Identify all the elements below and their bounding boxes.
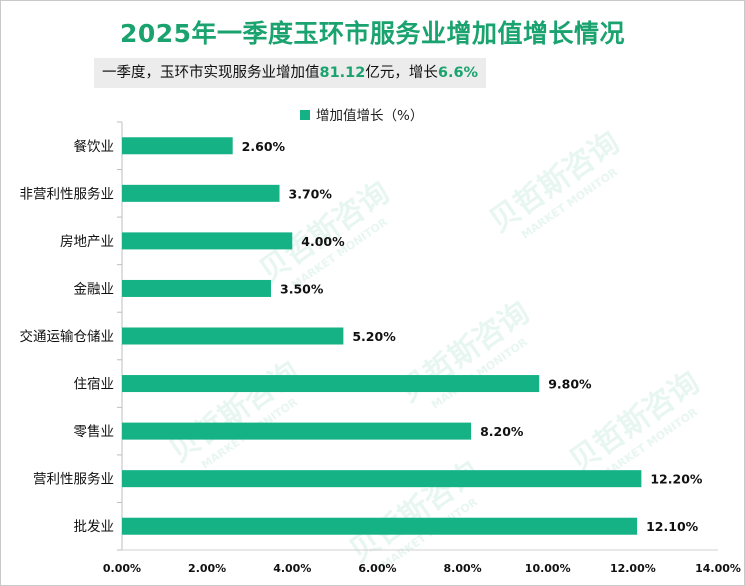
legend: 增加值增长（%） xyxy=(300,104,423,124)
chart-title: 2025年一季度玉环市服务业增加值增长情况 xyxy=(119,19,626,48)
x-tick-label: 12.00% xyxy=(610,562,656,575)
data-label: 3.70% xyxy=(289,186,333,201)
category-label: 零售业 xyxy=(74,424,115,440)
data-label: 12.10% xyxy=(646,519,699,534)
bar xyxy=(122,470,642,488)
data-label: 2.60% xyxy=(242,139,286,154)
category-label: 房地产业 xyxy=(60,234,114,250)
category-label: 金融业 xyxy=(74,281,115,297)
data-label: 5.20% xyxy=(352,329,396,344)
x-tick-label: 6.00% xyxy=(358,562,396,575)
category-label: 住宿业 xyxy=(74,376,115,393)
category-label: 餐饮业 xyxy=(74,139,115,155)
data-label: 9.80% xyxy=(548,377,592,392)
category-label: 批发业 xyxy=(74,519,115,535)
bar xyxy=(122,279,271,297)
data-label: 8.20% xyxy=(480,424,524,439)
category-label: 交通运输仓储业 xyxy=(20,328,115,345)
bar xyxy=(122,517,638,535)
x-tick-label: 4.00% xyxy=(273,562,311,575)
legend-label: 增加值增长（%） xyxy=(316,108,424,124)
subtitle-value: 81.12 xyxy=(319,65,366,81)
subtitle-prefix: 一季度，玉环市实现服务业增加值 xyxy=(102,65,320,81)
bar xyxy=(122,232,293,250)
data-label: 3.50% xyxy=(280,281,324,296)
data-label: 4.00% xyxy=(301,234,345,249)
x-tick-label: 0.00% xyxy=(103,562,141,575)
legend-swatch xyxy=(300,110,310,120)
category-label: 非营利性服务业 xyxy=(20,186,115,202)
bar xyxy=(122,422,472,440)
subtitle-mid: 亿元，增长 xyxy=(365,65,438,81)
bar xyxy=(122,137,233,155)
subtitle-growth: 6.6% xyxy=(437,65,479,81)
bar xyxy=(122,375,540,393)
x-tick-label: 10.00% xyxy=(525,562,571,575)
data-label: 12.20% xyxy=(650,472,703,487)
x-tick-label: 2.00% xyxy=(188,562,226,575)
x-tick-label: 14.00% xyxy=(695,562,741,575)
bar xyxy=(122,184,280,202)
chart-subtitle: 一季度，玉环市实现服务业增加值81.12亿元，增长6.6% xyxy=(94,58,487,88)
category-label: 营利性服务业 xyxy=(33,472,114,488)
x-tick-label: 8.00% xyxy=(443,562,481,575)
bar xyxy=(122,327,344,345)
